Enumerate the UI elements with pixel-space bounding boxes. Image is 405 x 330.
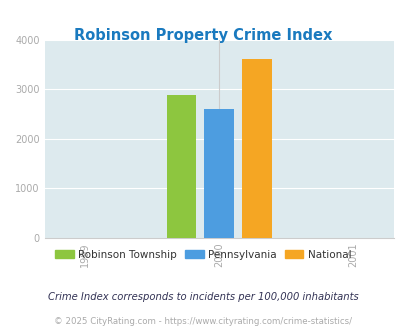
Bar [166, 95, 196, 238]
Bar [241, 59, 271, 238]
Legend: Robinson Township, Pennsylvania, National: Robinson Township, Pennsylvania, Nationa… [51, 246, 354, 264]
Bar [204, 110, 233, 238]
Text: © 2025 CityRating.com - https://www.cityrating.com/crime-statistics/: © 2025 CityRating.com - https://www.city… [54, 317, 351, 326]
Text: Robinson Property Crime Index: Robinson Property Crime Index [74, 28, 331, 43]
Text: Crime Index corresponds to incidents per 100,000 inhabitants: Crime Index corresponds to incidents per… [47, 292, 358, 302]
